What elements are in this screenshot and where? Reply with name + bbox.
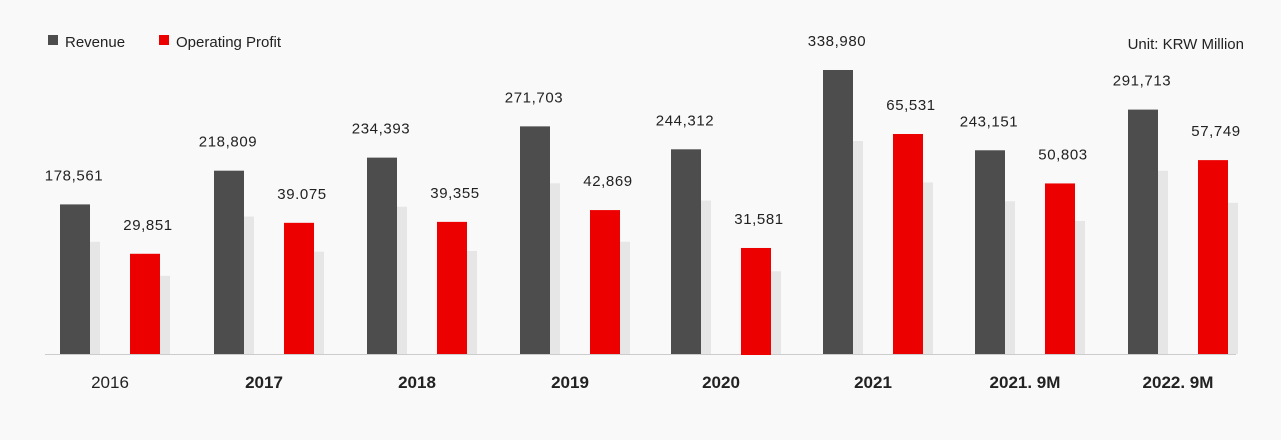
operating-profit-value-label-4: 31,581 [734, 211, 783, 228]
operating-profit-bar-shadow-3 [620, 241, 630, 354]
revenue-value-label-4: 244,312 [656, 112, 714, 129]
revenue-bar-4 [671, 149, 701, 354]
operating-profit-bar-2 [437, 221, 467, 354]
revenue-bar-shadow-0 [90, 241, 100, 354]
x-tick-label-0: 2016 [91, 373, 129, 392]
revenue-bar-shadow-2 [397, 206, 407, 354]
revenue-bar-shadow-3 [550, 183, 560, 354]
revenue-bar-0 [60, 204, 90, 354]
operating-profit-bar-shadow-7 [1228, 202, 1238, 354]
operating-profit-bar-6 [1045, 183, 1075, 354]
revenue-value-label-7: 291,713 [1113, 73, 1171, 90]
revenue-bar-2 [367, 157, 397, 354]
revenue-bar-5 [823, 70, 853, 354]
operating-profit-bar-shadow-6 [1075, 220, 1085, 354]
revenue-value-label-2: 234,393 [352, 121, 410, 138]
revenue-value-label-5: 338,980 [808, 33, 866, 50]
revenue-value-label-6: 243,151 [960, 113, 1018, 130]
x-tick-label-3: 2019 [551, 373, 589, 392]
operating-profit-bar-shadow-5 [923, 182, 933, 354]
operating-profit-bar-0 [130, 253, 160, 354]
revenue-bar-shadow-1 [244, 216, 254, 354]
operating-profit-value-label-1: 39.075 [277, 186, 326, 203]
revenue-bar-1 [214, 170, 244, 354]
legend-label-operating-profit: Operating Profit [176, 34, 282, 51]
operating-profit-bar-7 [1198, 160, 1228, 354]
legend-swatch-operating-profit [159, 35, 169, 45]
x-tick-label-7: 2022. 9M [1143, 373, 1214, 392]
operating-profit-value-label-7: 57,749 [1191, 123, 1240, 140]
operating-profit-bar-3 [590, 210, 620, 354]
operating-profit-value-label-6: 50,803 [1038, 146, 1087, 163]
revenue-value-label-0: 178,561 [45, 167, 103, 184]
revenue-bar-3 [520, 126, 550, 355]
operating-profit-bar-shadow-0 [160, 275, 170, 354]
revenue-bar-7 [1128, 109, 1158, 354]
revenue-bar-shadow-7 [1158, 170, 1168, 354]
revenue-value-label-3: 271,703 [505, 89, 563, 106]
operating-profit-bar-5 [893, 134, 923, 354]
operating-profit-value-label-5: 65,531 [886, 97, 935, 114]
legend-swatch-revenue [48, 35, 58, 45]
x-tick-label-1: 2017 [245, 373, 283, 392]
operating-profit-value-label-0: 29,851 [123, 217, 172, 234]
operating-profit-bar-shadow-2 [467, 250, 477, 354]
unit-label: Unit: KRW Million [1128, 36, 1244, 53]
revenue-bar-6 [975, 150, 1005, 354]
operating-profit-bar-1 [284, 222, 314, 354]
x-tick-label-6: 2021. 9M [990, 373, 1061, 392]
operating-profit-bar-shadow-1 [314, 251, 324, 354]
revenue-value-label-1: 218,809 [199, 134, 257, 151]
legend-label-revenue: Revenue [65, 34, 125, 51]
x-tick-label-2: 2018 [398, 373, 436, 392]
revenue-bar-shadow-5 [853, 141, 863, 354]
revenue-bar-shadow-6 [1005, 201, 1015, 354]
operating-profit-bar-shadow-4 [771, 271, 781, 354]
operating-profit-value-label-3: 42,869 [583, 173, 632, 190]
x-axis-ticks: 2016 2017 2018 2019 2020 2021 2021. 9M 2022. 9M [91, 373, 1213, 392]
x-tick-label-4: 2020 [702, 373, 740, 392]
bar-marks: 178,561 29,851 218,809 39.075 234,393 39,355 2… [45, 33, 1240, 355]
operating-profit-value-label-2: 39,355 [430, 185, 479, 202]
operating-profit-bar-4 [741, 247, 771, 355]
x-tick-label-5: 2021 [854, 373, 892, 392]
revenue-bar-shadow-4 [701, 200, 711, 354]
